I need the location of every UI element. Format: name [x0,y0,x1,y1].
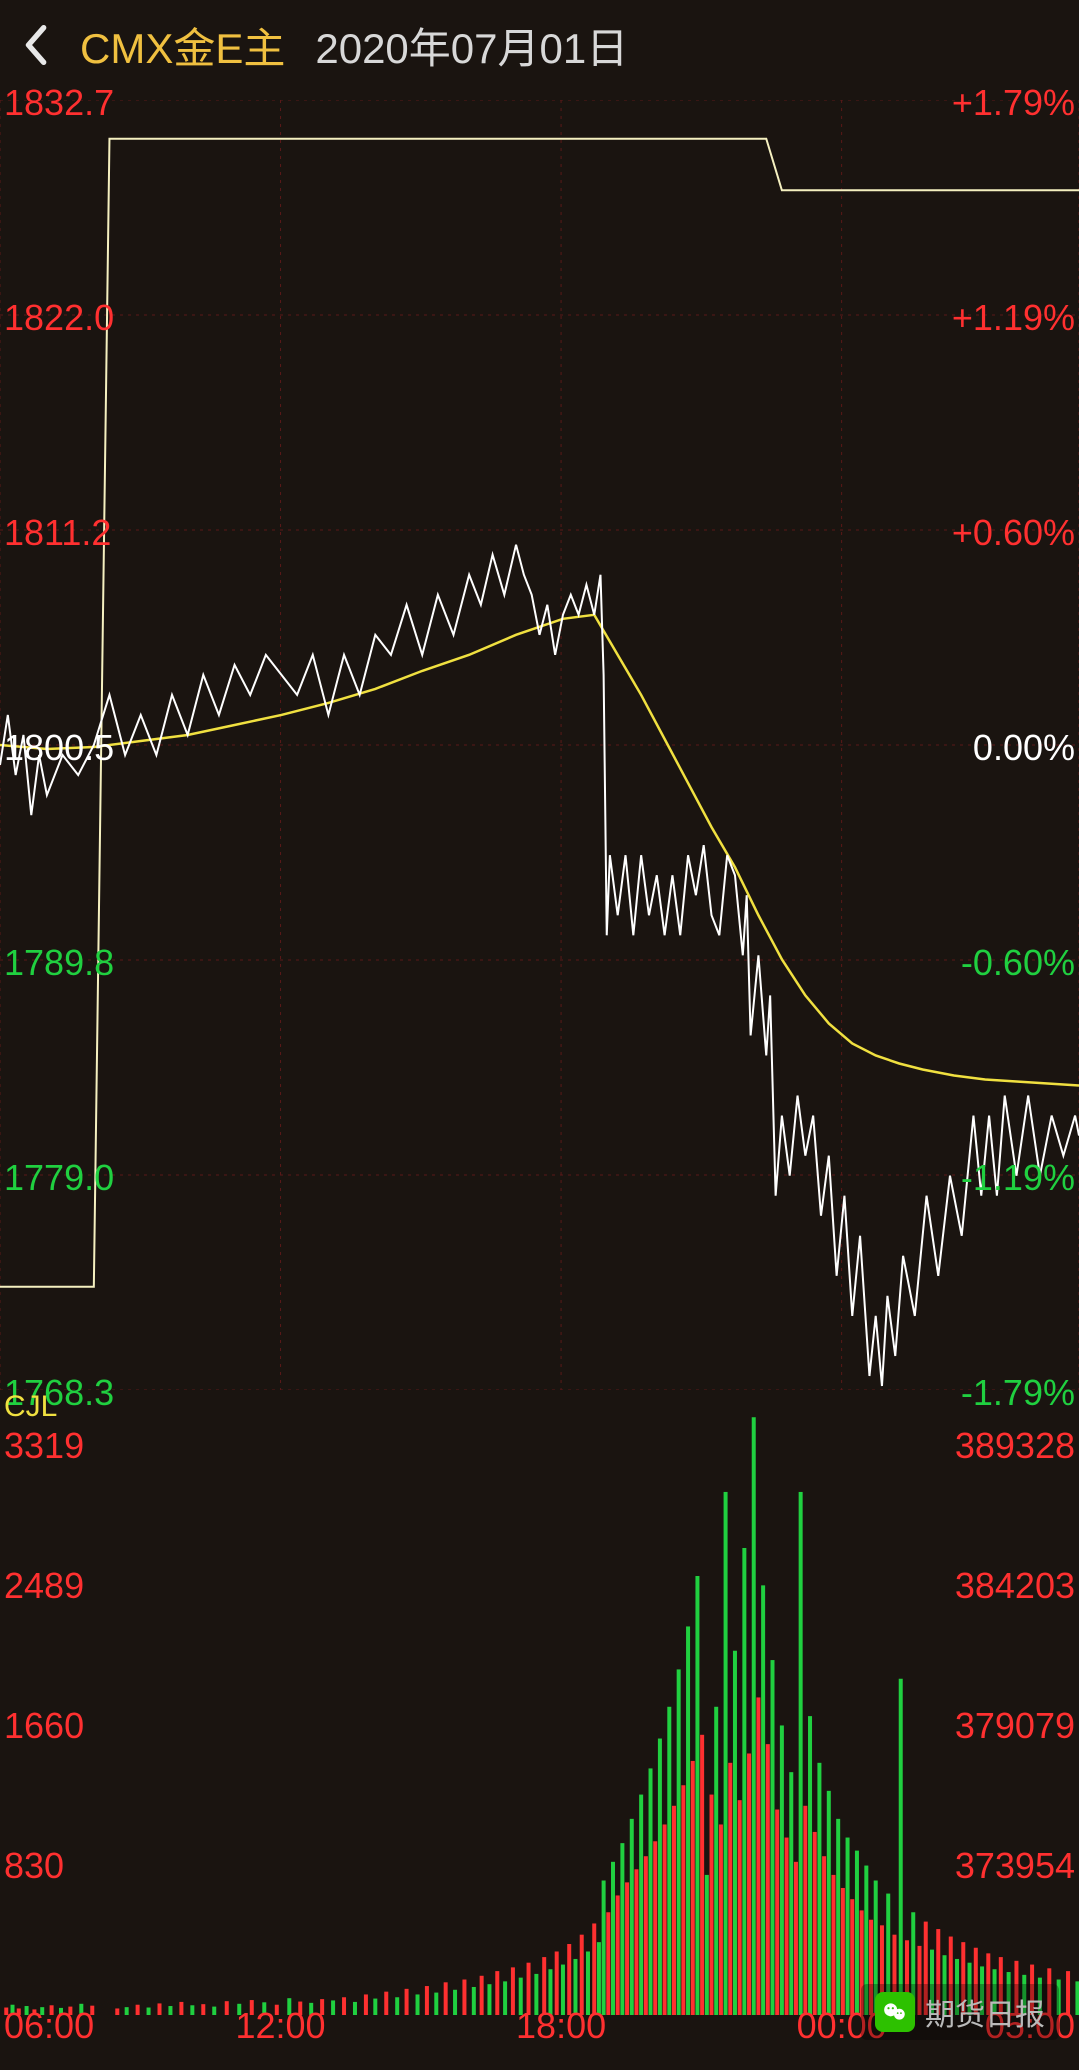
price-y-right-tick: +1.79% [952,82,1075,124]
volume-chart[interactable]: CJL3319248916608303893283842033790793739… [0,1395,1079,2015]
header-bar: CMX金E主 2020年07月01日 [0,0,1079,90]
price-y-right-tick: -0.60% [961,942,1075,984]
volume-y-left-tick: 830 [4,1845,64,1887]
time-axis-tick: 18:00 [516,2005,606,2047]
volume-y-right-tick: 373954 [955,1845,1075,1887]
date-title: 2020年07月01日 [315,15,628,76]
price-chart[interactable]: 1832.71822.01811.21800.51789.81779.01768… [0,100,1079,1390]
price-y-right-tick: 0.00% [973,727,1075,769]
volume-y-right-tick: 384203 [955,1565,1075,1607]
volume-y-right-tick: 389328 [955,1425,1075,1467]
time-axis-tick: 12:00 [235,2005,325,2047]
price-y-right-tick: -1.19% [961,1157,1075,1199]
price-y-left-tick: 1822.0 [4,297,114,339]
symbol-title[interactable]: CMX金E主 [80,15,285,76]
watermark-text: 期货日报 [925,1990,1045,2034]
cjl-label: CJL [4,1390,57,1424]
watermark: 期货日报 [861,1984,1059,2040]
time-axis-tick: 06:00 [4,2005,94,2047]
price-y-left-tick: 1779.0 [4,1157,114,1199]
volume-y-left-tick: 3319 [4,1425,84,1467]
back-icon[interactable] [20,20,50,70]
price-y-left-tick: 1789.8 [4,942,114,984]
price-y-left-tick: 1800.5 [4,727,114,769]
price-y-right-tick: +1.19% [952,297,1075,339]
price-y-left-tick: 1811.2 [4,512,111,554]
wechat-icon [875,1992,915,2032]
price-y-left-tick: 1832.7 [4,82,114,124]
volume-y-left-tick: 2489 [4,1565,84,1607]
volume-y-left-tick: 1660 [4,1705,84,1747]
price-y-right-tick: +0.60% [952,512,1075,554]
volume-y-right-tick: 379079 [955,1705,1075,1747]
